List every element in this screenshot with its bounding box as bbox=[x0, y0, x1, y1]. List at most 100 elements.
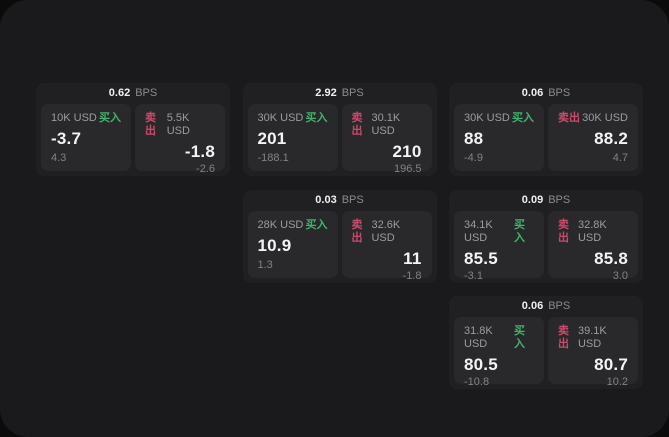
bps-value: 0.03 bbox=[315, 193, 337, 206]
buy-amount: 10K USD bbox=[51, 112, 97, 124]
sell-price: 80.7 bbox=[594, 355, 628, 374]
sell-amount: 32.8K USD bbox=[577, 218, 607, 244]
card-header: 0.06 BPS bbox=[454, 296, 638, 317]
buy-amount: 30K USD bbox=[257, 112, 304, 124]
buy-pane-top: 30K USD 买入 bbox=[258, 112, 328, 125]
buy-amount: 31.8K USD bbox=[464, 325, 493, 350]
buy-price: -3.7 bbox=[51, 129, 82, 148]
buy-amount: 30K USD bbox=[464, 112, 510, 124]
sell-delta: 3.0 bbox=[612, 269, 628, 282]
sell-pane[interactable]: 卖出 32.8K USD 85.8 3.0 bbox=[548, 210, 638, 282]
pane-row: 30K USD 买入 201 -188.1 卖出 30.1K USD 210 1… bbox=[247, 104, 432, 175]
sell-label: 卖出 bbox=[558, 218, 569, 244]
buy-pane-top: 28K USD 买入 bbox=[258, 219, 328, 232]
buy-pane[interactable]: 34.1K USD 买入 85.5 -3.1 bbox=[454, 210, 544, 282]
buy-price: 80.5 bbox=[464, 355, 498, 374]
sell-label: 卖出 bbox=[558, 112, 580, 124]
sell-price: 210 bbox=[392, 142, 422, 161]
buy-price: 10.9 bbox=[257, 235, 292, 255]
sell-pane-top: 卖出 5.5K USD bbox=[145, 112, 215, 138]
bps-value: 0.06 bbox=[521, 87, 544, 99]
quote-card: 0.06 BPS 30K USD 买入 88 -4.9 卖出 30K USD 8… bbox=[449, 83, 643, 176]
bps-unit: BPS bbox=[135, 87, 158, 99]
pane-row: 10K USD 买入 -3.7 4.3 卖出 5.5K USD -1.8 -2.… bbox=[41, 104, 225, 175]
buy-pane-top: 34.1K USD 买入 bbox=[464, 219, 534, 245]
buy-label: 买入 bbox=[512, 112, 534, 124]
sell-delta: -1.8 bbox=[402, 269, 422, 282]
sell-pane-top: 卖出 32.8K USD bbox=[558, 219, 628, 245]
bps-value: 0.62 bbox=[108, 87, 131, 99]
buy-pane-top: 31.8K USD 买入 bbox=[464, 325, 534, 351]
sell-amount: 39.1K USD bbox=[577, 325, 607, 350]
bps-unit: BPS bbox=[548, 87, 571, 99]
buy-pane-top: 30K USD 买入 bbox=[464, 112, 534, 125]
bps-value: 0.09 bbox=[521, 193, 544, 206]
buy-label: 买入 bbox=[305, 112, 328, 124]
card-header: 2.92 BPS bbox=[248, 83, 432, 104]
buy-delta: -10.8 bbox=[464, 376, 490, 388]
bps-unit: BPS bbox=[548, 300, 571, 312]
buy-delta: -188.1 bbox=[257, 152, 289, 164]
sell-amount: 5.5K USD bbox=[166, 112, 190, 137]
sell-amount: 30K USD bbox=[582, 112, 628, 124]
buy-label: 买入 bbox=[514, 325, 526, 350]
sell-pane[interactable]: 卖出 5.5K USD -1.8 -2.6 bbox=[135, 104, 225, 175]
buy-pane[interactable]: 31.8K USD 买入 80.5 -10.8 bbox=[454, 317, 544, 388]
quote-card: 0.06 BPS 31.8K USD 买入 80.5 -10.8 卖出 39.1… bbox=[449, 296, 643, 389]
sell-pane[interactable]: 卖出 32.6K USD 11 -1.8 bbox=[341, 210, 432, 282]
buy-amount: 34.1K USD bbox=[464, 218, 493, 244]
sell-label: 卖出 bbox=[145, 112, 156, 137]
buy-pane[interactable]: 28K USD 买入 10.9 1.3 bbox=[247, 210, 338, 278]
sell-pane[interactable]: 卖出 30K USD 88.2 4.7 bbox=[548, 104, 638, 171]
buy-amount: 28K USD bbox=[257, 218, 304, 231]
buy-pane[interactable]: 30K USD 买入 88 -4.9 bbox=[454, 104, 544, 171]
sell-amount: 32.6K USD bbox=[371, 218, 401, 244]
bps-value: 0.06 bbox=[521, 300, 544, 312]
sell-label: 卖出 bbox=[351, 218, 363, 244]
pane-row: 34.1K USD 买入 85.5 -3.1 卖出 32.8K USD 85.8… bbox=[454, 210, 638, 282]
bps-unit: BPS bbox=[341, 87, 364, 99]
bps-value: 2.92 bbox=[315, 87, 337, 99]
pane-row: 30K USD 买入 88 -4.9 卖出 30K USD 88.2 4.7 bbox=[454, 104, 638, 171]
bps-unit: BPS bbox=[548, 193, 571, 206]
buy-pane-top: 10K USD 买入 bbox=[51, 112, 121, 125]
sell-price: 11 bbox=[403, 248, 422, 268]
card-header: 0.06 BPS bbox=[454, 83, 638, 104]
sell-price: -1.8 bbox=[184, 142, 215, 161]
buy-label: 买入 bbox=[305, 218, 328, 231]
sell-delta: 10.2 bbox=[606, 376, 628, 388]
sell-pane-top: 卖出 30.1K USD bbox=[352, 112, 422, 138]
sell-label: 卖出 bbox=[558, 325, 569, 350]
quote-grid: 0.62 BPS 10K USD 买入 -3.7 4.3 卖出 5.5K USD… bbox=[36, 83, 643, 389]
sell-pane-top: 卖出 39.1K USD bbox=[558, 325, 628, 351]
buy-label: 买入 bbox=[514, 218, 526, 244]
quote-card: 0.03 BPS 28K USD 买入 10.9 1.3 卖出 32.6K US… bbox=[242, 189, 437, 283]
quote-card: 0.62 BPS 10K USD 买入 -3.7 4.3 卖出 5.5K USD… bbox=[36, 83, 230, 176]
quote-card: 2.92 BPS 30K USD 买入 201 -188.1 卖出 30.1K … bbox=[242, 83, 437, 176]
sell-delta: 4.7 bbox=[612, 152, 628, 164]
bps-unit: BPS bbox=[341, 193, 364, 206]
buy-delta: 4.3 bbox=[51, 152, 67, 164]
card-header: 0.62 BPS bbox=[41, 83, 225, 104]
buy-delta: -3.1 bbox=[464, 269, 483, 282]
card-header: 0.09 BPS bbox=[454, 190, 638, 211]
buy-price: 88 bbox=[464, 129, 484, 148]
pane-row: 31.8K USD 买入 80.5 -10.8 卖出 39.1K USD 80.… bbox=[454, 317, 638, 388]
buy-price: 201 bbox=[257, 129, 287, 148]
sell-price: 88.2 bbox=[594, 129, 628, 148]
sell-pane[interactable]: 卖出 39.1K USD 80.7 10.2 bbox=[548, 317, 638, 388]
sell-delta: 196.5 bbox=[393, 163, 422, 175]
sell-amount: 30.1K USD bbox=[371, 112, 401, 137]
buy-price: 85.5 bbox=[464, 248, 498, 268]
quote-card: 0.09 BPS 34.1K USD 买入 85.5 -3.1 卖出 32.8K… bbox=[449, 189, 643, 283]
buy-pane[interactable]: 30K USD 买入 201 -188.1 bbox=[247, 104, 338, 171]
buy-delta: 1.3 bbox=[257, 258, 273, 271]
sell-pane-top: 卖出 30K USD bbox=[558, 112, 628, 125]
buy-pane[interactable]: 10K USD 买入 -3.7 4.3 bbox=[41, 104, 131, 171]
sell-pane[interactable]: 卖出 30.1K USD 210 196.5 bbox=[341, 104, 432, 175]
sell-delta: -2.6 bbox=[196, 163, 215, 175]
sell-price: 85.8 bbox=[594, 248, 628, 268]
buy-delta: -4.9 bbox=[464, 152, 483, 164]
card-header: 0.03 BPS bbox=[248, 190, 432, 211]
buy-label: 买入 bbox=[99, 112, 121, 124]
